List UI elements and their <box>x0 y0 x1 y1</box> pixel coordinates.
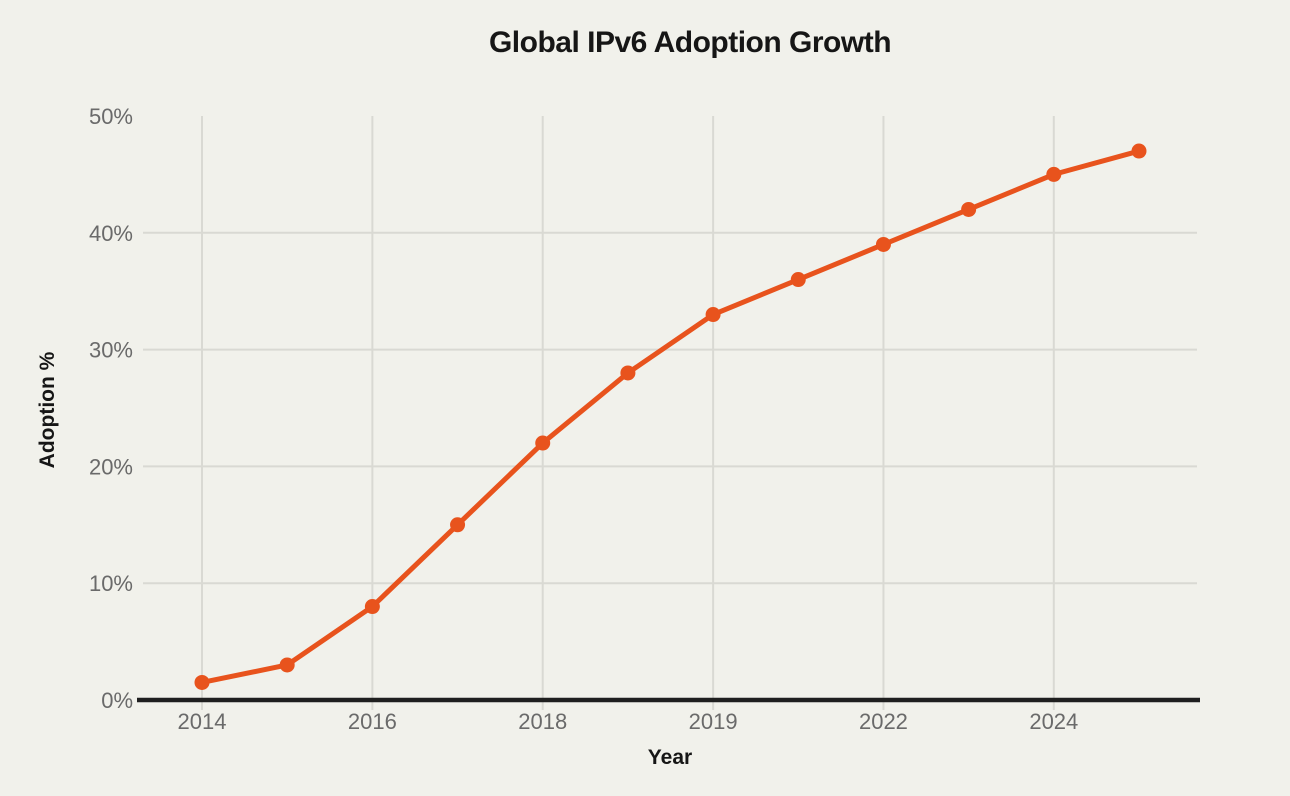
data-point <box>535 435 551 451</box>
x-tick-label: 2019 <box>689 709 738 734</box>
data-point <box>279 657 295 673</box>
data-point <box>875 236 891 252</box>
data-point <box>790 272 806 288</box>
data-point <box>620 365 636 381</box>
data-point <box>364 599 380 615</box>
data-point <box>961 201 977 217</box>
y-tick-label: 10% <box>89 571 133 596</box>
data-point <box>450 517 466 533</box>
x-axis-title: Year <box>647 746 693 769</box>
y-tick-label: 20% <box>89 454 133 479</box>
y-tick-label: 50% <box>89 104 133 129</box>
data-point <box>1131 143 1147 159</box>
x-tick-label: 2014 <box>178 709 227 734</box>
y-tick-label: 0% <box>101 688 133 713</box>
y-tick-label: 40% <box>89 221 133 246</box>
x-tick-label: 2016 <box>348 709 397 734</box>
data-point <box>705 307 721 323</box>
data-point <box>1046 166 1062 182</box>
data-line <box>199 148 1142 685</box>
x-tick-label: 2024 <box>1029 709 1078 734</box>
x-tick-label: 2018 <box>518 709 567 734</box>
y-tick-label: 30% <box>89 338 133 363</box>
data-point <box>194 674 210 690</box>
x-tick-label: 2022 <box>859 709 908 734</box>
chart-title: Global IPv6 Adoption Growth <box>488 26 892 59</box>
